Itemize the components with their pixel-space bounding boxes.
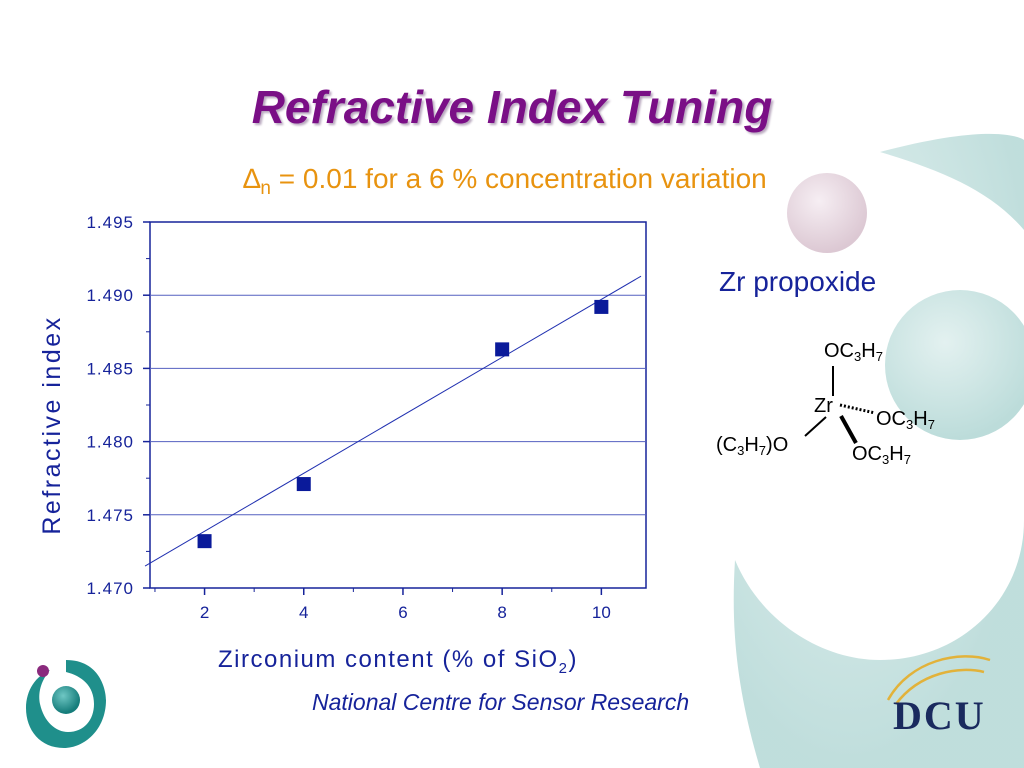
footer-organization: National Centre for Sensor Research (312, 689, 690, 715)
data-point (197, 534, 212, 549)
pink-sphere-decoration (787, 173, 867, 253)
plot-frame (149, 221, 647, 589)
slide-title: Refractive Index Tuning (251, 81, 773, 133)
ligand-right: OC3H7 (876, 408, 935, 432)
y-tick-label: 1.495 (86, 213, 134, 232)
zr-center: Zr (814, 395, 833, 417)
data-point (296, 477, 311, 492)
fit-line (144, 275, 642, 567)
ligand-bottom: OC3H7 (852, 443, 911, 467)
y-tick-label: 1.480 (86, 433, 134, 452)
data-point (495, 342, 510, 357)
data-point (594, 299, 609, 314)
x-tick-label: 10 (592, 603, 611, 622)
y-tick-label: 1.485 (86, 359, 134, 378)
ncsr-logo (26, 660, 106, 748)
x-tick-label: 2 (200, 603, 209, 622)
subtitle: ∆n = 0.01 for a 6 % concentration variat… (0, 163, 1010, 200)
x-tick-label: 6 (398, 603, 407, 622)
y-tick-label: 1.490 (86, 286, 134, 305)
x-tick-label: 8 (497, 603, 506, 622)
dcu-logo-text: DCU (893, 693, 986, 738)
y-tick-label: 1.475 (86, 506, 134, 525)
molecule-title: Zr propoxide (719, 266, 877, 297)
y-axis-label: Refractive index (38, 315, 66, 534)
crescent-decoration (733, 133, 1024, 768)
delta-symbol: ∆ (243, 163, 261, 194)
subtitle-text: = 0.01 for a 6 % concentration variation (270, 163, 767, 194)
ligand-top: OC3H7 (824, 340, 883, 364)
teal-sphere-decoration (885, 290, 1024, 440)
y-tick-label: 1.470 (86, 579, 134, 598)
x-tick-label: 4 (299, 603, 308, 622)
dcu-logo-swoosh (886, 655, 991, 705)
ligand-left: (C3H7)O (716, 434, 789, 458)
delta-subscript: n (260, 178, 271, 199)
x-axis-label: Zirconium content (% of SiO2) (218, 646, 578, 677)
